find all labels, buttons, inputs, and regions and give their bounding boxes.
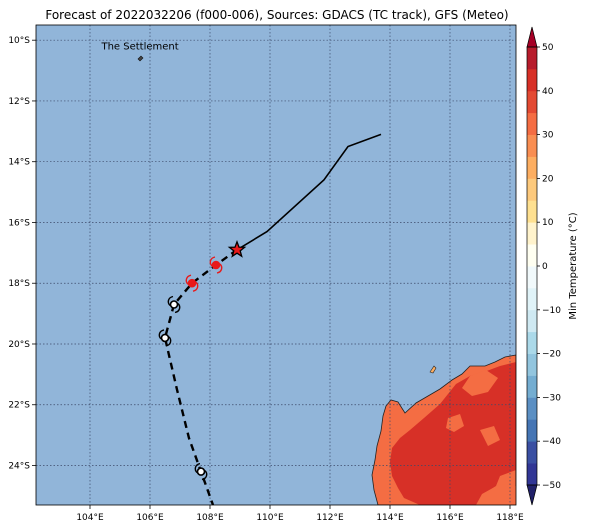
latitude-ticks: 10°S 12°S 14°S 16°S 18°S 20°S 22°S 24°S: [8, 36, 36, 472]
land-layer: [137, 55, 516, 505]
lon-tick-label: 118°E: [496, 513, 524, 523]
colorbar-bin: [527, 419, 537, 442]
barrow-island: [429, 365, 437, 374]
lat-tick-label: 10°S: [8, 36, 30, 46]
lat-tick-label: 16°S: [8, 218, 30, 228]
colorbar-bin: [527, 112, 537, 135]
lon-tick-label: 110°E: [256, 513, 284, 523]
colorbar-tick-label: 20: [542, 174, 554, 184]
cyclone-icon: [185, 274, 199, 292]
track-layer: [163, 133, 382, 505]
cyclone-eye: [169, 300, 179, 309]
lat-tick-label: 12°S: [8, 97, 30, 107]
colorbar-bin: [527, 68, 537, 92]
cyclone-arm: [167, 295, 174, 306]
lat-tick-label: 20°S: [8, 340, 30, 350]
lat-tick-label: 22°S: [8, 401, 30, 411]
colorbar-bin: [527, 200, 537, 223]
star-marker: [227, 239, 247, 258]
figure-title: Forecast of 2022032206 (f000-006), Sourc…: [45, 8, 508, 22]
cyclone-icon: [167, 295, 181, 314]
marker-layer: [158, 239, 247, 481]
graticule: [36, 25, 516, 505]
colorbar-label: Min Temperature (°C): [568, 212, 579, 319]
cyclone-arm: [201, 470, 208, 481]
lon-tick-label: 106°E: [136, 513, 164, 523]
past-track-line: [236, 133, 382, 251]
colorbar-bin: [527, 397, 537, 420]
colorbar-tick-label: −10: [542, 306, 561, 316]
longitude-ticks: 104°E 106°E 108°E 110°E 112°E 114°E 116°E 118°E: [76, 505, 524, 523]
cyclone-icon: [158, 329, 172, 347]
lat-tick-label: 24°S: [8, 462, 30, 472]
place-label: The Settlement: [100, 41, 178, 52]
cyclone-eye: [160, 333, 170, 343]
map-panel[interactable]: The Settlement: [35, 24, 517, 506]
colorbar-bin: [527, 156, 537, 179]
cyclone-arm: [194, 462, 201, 474]
colorbar-bin: [527, 463, 537, 486]
colorbar-bin: [527, 266, 537, 289]
colorbar-extend-low: [526, 484, 538, 506]
lon-tick-label: 108°E: [196, 513, 224, 523]
cyclone-arm: [209, 256, 216, 267]
colorbar-tick-label: 0: [542, 262, 548, 272]
colorbar-bin: [527, 47, 537, 70]
colorbar-bin: [527, 331, 537, 354]
colorbar-bin: [527, 375, 537, 398]
cyclone-arm: [165, 336, 172, 347]
cyclone-arm: [174, 303, 181, 314]
lon-tick-label: 112°E: [316, 513, 344, 523]
colorbar-tick-label: −20: [542, 350, 561, 360]
lon-tick-label: 114°E: [376, 513, 404, 523]
hot-zone: [390, 362, 516, 505]
colorbar-bin: [527, 90, 537, 114]
colorbar-tick-label: 30: [542, 131, 554, 141]
colorbar-bin: [527, 222, 537, 245]
colorbar-tick-label: −50: [542, 481, 561, 491]
christmas-island: [137, 55, 144, 62]
colorbar-bin: [527, 441, 537, 464]
lat-tick-label: 14°S: [8, 158, 30, 168]
cyclone-arm: [185, 274, 192, 285]
warm-pocket-3: [480, 426, 500, 446]
map-frame: [35, 24, 517, 506]
lon-tick-label: 116°E: [436, 513, 464, 523]
warm-pocket-4: [476, 484, 516, 505]
colorbar-bin: [527, 178, 537, 201]
cyclone-arm: [158, 329, 165, 340]
cyclone-arm: [216, 263, 223, 274]
warm-pocket-1: [462, 370, 498, 396]
colorbar-bin: [527, 287, 537, 311]
colorbar-bin: [527, 353, 537, 376]
colorbar-bin: [527, 309, 537, 333]
colorbar-tick-label: −30: [542, 393, 561, 403]
warm-pocket-2: [446, 414, 464, 432]
colorbar-bin: [527, 134, 537, 157]
warm-pocket-5: [388, 414, 400, 432]
forecast-track-line: [163, 248, 238, 505]
cyclone-icon: [194, 462, 208, 481]
colorbar-tick-label: 50: [542, 43, 554, 53]
cyclone-eye: [196, 467, 206, 476]
colorbar-extend-high: [526, 26, 538, 48]
colorbar-bin: [527, 244, 537, 267]
colorbar-tick-label: −40: [542, 437, 561, 447]
lat-tick-label: 18°S: [8, 279, 30, 289]
cyclone-eye: [211, 260, 221, 270]
colorbar-tick-label: 10: [542, 218, 554, 228]
cyclone-arm: [192, 281, 199, 292]
colorbar: 50 40 30 20 10 0 −10 −20 −30 −40 −50: [526, 26, 561, 506]
colorbar-tick-label: 40: [542, 87, 554, 97]
cyclone-eye: [187, 278, 197, 288]
cyclone-icon: [209, 256, 223, 274]
lon-tick-label: 104°E: [76, 513, 104, 523]
